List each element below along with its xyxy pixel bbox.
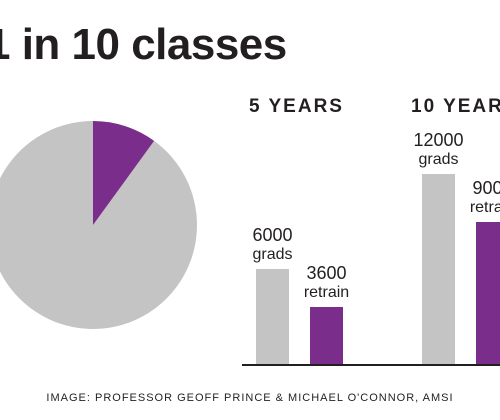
- bar-value: 6000: [252, 225, 293, 245]
- bar-label-10y-retrain: 9000 retrain: [453, 178, 500, 218]
- image-credit: IMAGE: PROFESSOR GEOFF PRINCE & MICHAEL …: [46, 392, 454, 404]
- bar-label-5y-grads: 6000 grads: [233, 225, 313, 265]
- group-label-10-years: 10 YEARS: [411, 96, 500, 117]
- group-label-5-years: 5 YEARS: [249, 96, 344, 117]
- bar-10y-grads: [422, 174, 455, 364]
- bar-value: 3600: [306, 263, 347, 283]
- bar-sublabel: retrain: [303, 284, 350, 301]
- bar-value: 9000: [472, 177, 500, 198]
- bar-10y-retrain: [476, 221, 500, 364]
- bar-baseline: [242, 364, 500, 366]
- bar-5y-grads: [256, 269, 289, 364]
- bar-sublabel: retrain: [469, 198, 500, 216]
- bar-value: 12000: [413, 130, 464, 150]
- pie-slice-other: [0, 121, 197, 329]
- bar-5y-retrain: [310, 307, 343, 364]
- bar-label-10y-grads: 12000 grads: [399, 130, 479, 170]
- bar-label-5y-retrain: 3600 retrain: [287, 263, 367, 303]
- bar-sublabel: grads: [252, 246, 293, 263]
- chart-title: 1 in 10 classes: [0, 20, 287, 69]
- bar-sublabel: grads: [418, 151, 459, 168]
- pie-slice-highlight: [93, 121, 155, 225]
